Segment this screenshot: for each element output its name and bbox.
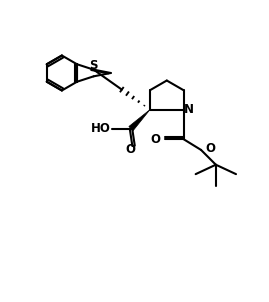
Text: O: O	[205, 142, 215, 155]
Text: HO: HO	[91, 122, 111, 135]
Text: O: O	[125, 143, 135, 156]
Text: S: S	[89, 59, 98, 72]
Text: N: N	[183, 103, 193, 116]
Polygon shape	[129, 110, 150, 131]
Text: O: O	[151, 133, 161, 146]
